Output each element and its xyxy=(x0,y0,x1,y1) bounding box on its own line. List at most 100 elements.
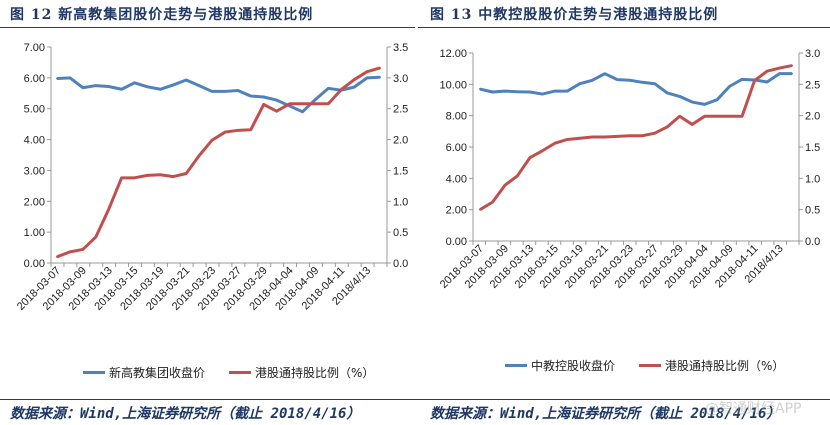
source-note-2: 数据来源：Wind,上海证券研究所（截止 2018/4/16） xyxy=(430,406,781,422)
price-data-point xyxy=(616,78,619,81)
footer-rule xyxy=(0,399,830,400)
ratio-data-point xyxy=(146,174,149,177)
legend-swatch-ratio xyxy=(229,371,252,374)
price-data-point xyxy=(327,87,330,90)
ratio-data-point xyxy=(653,132,656,135)
ratio-data-point xyxy=(541,149,544,152)
ratio-data-point xyxy=(741,115,744,118)
right-tick-label: 3.5 xyxy=(393,42,408,54)
right-tick-label: 1.5 xyxy=(805,142,820,154)
price-data-point xyxy=(578,82,581,85)
left-tick-label: 0.00 xyxy=(446,236,467,248)
ratio-data-point xyxy=(249,128,252,131)
ratio-data-point xyxy=(223,131,226,134)
price-data-point xyxy=(353,86,356,89)
ratio-data-point xyxy=(578,137,581,140)
ratio-data-point xyxy=(641,134,644,137)
legend-2: 中教控股收盘价 港股通持股比例（%） xyxy=(505,357,784,374)
price-data-point xyxy=(653,82,656,85)
ratio-data-point xyxy=(185,172,188,175)
ratio-data-point xyxy=(262,103,265,106)
ratio-data-point xyxy=(159,173,162,176)
ratio-data-point xyxy=(766,70,769,73)
ratio-data-point xyxy=(81,248,84,251)
ratio-data-point xyxy=(491,201,494,204)
price-data-point xyxy=(778,72,781,75)
right-tick-label: 2.5 xyxy=(805,79,820,91)
ratio-data-point xyxy=(616,135,619,138)
ratio-series-line xyxy=(56,66,381,259)
right-tick-label: 2.0 xyxy=(393,135,408,147)
price-data-point xyxy=(566,90,569,93)
left-tick-label: 4.00 xyxy=(24,135,45,147)
price-data-point xyxy=(678,95,681,98)
ratio-data-point xyxy=(236,129,239,132)
ratio-data-point xyxy=(172,175,175,178)
price-data-point xyxy=(185,79,188,82)
price-data-point xyxy=(666,91,669,94)
left-tick-label: 2.00 xyxy=(24,196,45,208)
ratio-data-point xyxy=(778,67,781,70)
ratio-data-point xyxy=(703,115,706,118)
ratio-data-point xyxy=(327,102,330,105)
ratio-data-point xyxy=(666,125,669,128)
left-tick-label: 5.00 xyxy=(24,104,45,116)
left-tick-label: 3.00 xyxy=(24,165,45,177)
right-tick-label: 0.0 xyxy=(805,236,820,248)
ratio-data-point xyxy=(198,154,201,157)
ratio-data-point xyxy=(503,184,506,187)
figure-12-title: 图 12 新高教集团股价走势与港股通持股比例 xyxy=(10,7,314,23)
right-tick-label: 1.5 xyxy=(393,165,408,177)
price-data-point xyxy=(146,85,149,88)
left-tick-label: 6.00 xyxy=(446,142,467,154)
price-data-point xyxy=(262,95,265,98)
ratio-data-point xyxy=(566,138,569,141)
price-data-point xyxy=(56,77,58,80)
ratio-data-point xyxy=(120,176,123,179)
left-tick-label: 0.00 xyxy=(24,258,45,270)
price-data-point xyxy=(314,98,317,101)
price-data-point xyxy=(366,76,369,79)
ratio-data-point xyxy=(353,78,356,81)
legend-label-price: 新高教集团收盘价 xyxy=(109,366,206,380)
price-data-point xyxy=(301,110,304,113)
price-data-point xyxy=(541,93,544,96)
right-tick-label: 2.0 xyxy=(805,111,820,123)
ratio-data-point xyxy=(94,236,97,239)
price-data-point xyxy=(211,90,214,93)
ratio-data-point xyxy=(301,102,304,105)
price-data-point xyxy=(703,103,706,106)
price-data-point xyxy=(379,76,381,79)
watermark: @智通财经APP xyxy=(705,401,802,417)
price-data-point xyxy=(516,90,519,93)
legend-swatch-ratio xyxy=(639,364,662,367)
ratio-data-point xyxy=(728,115,731,118)
price-data-point xyxy=(94,84,97,87)
price-data-point xyxy=(716,98,719,101)
price-data-point xyxy=(491,91,494,94)
left-tick-label: 8.00 xyxy=(446,111,467,123)
left-tick-label: 6.00 xyxy=(24,73,45,85)
ratio-data-point xyxy=(314,102,317,105)
title-rule-right xyxy=(418,27,830,28)
ratio-data-point xyxy=(516,174,519,177)
price-data-point xyxy=(159,88,162,91)
right-tick-label: 0.5 xyxy=(393,227,408,239)
left-tick-label: 7.00 xyxy=(24,42,45,54)
price-data-point xyxy=(68,76,71,79)
ratio-data-point xyxy=(691,123,694,126)
ratio-data-point xyxy=(340,88,343,91)
ratio-data-point xyxy=(716,115,719,118)
price-data-point xyxy=(628,79,631,82)
ratio-data-point xyxy=(628,134,631,137)
ratio-data-point xyxy=(211,139,214,142)
right-tick-label: 0.0 xyxy=(393,258,408,270)
source-note-1: 数据来源：Wind,上海证券研究所（截止 2018/4/16） xyxy=(10,406,361,422)
title-rule-left xyxy=(0,27,415,28)
price-data-point xyxy=(528,91,531,94)
price-data-point xyxy=(741,78,744,81)
ratio-data-point xyxy=(288,102,291,105)
right-tick-label: 2.5 xyxy=(393,104,408,116)
price-data-point xyxy=(249,95,252,98)
